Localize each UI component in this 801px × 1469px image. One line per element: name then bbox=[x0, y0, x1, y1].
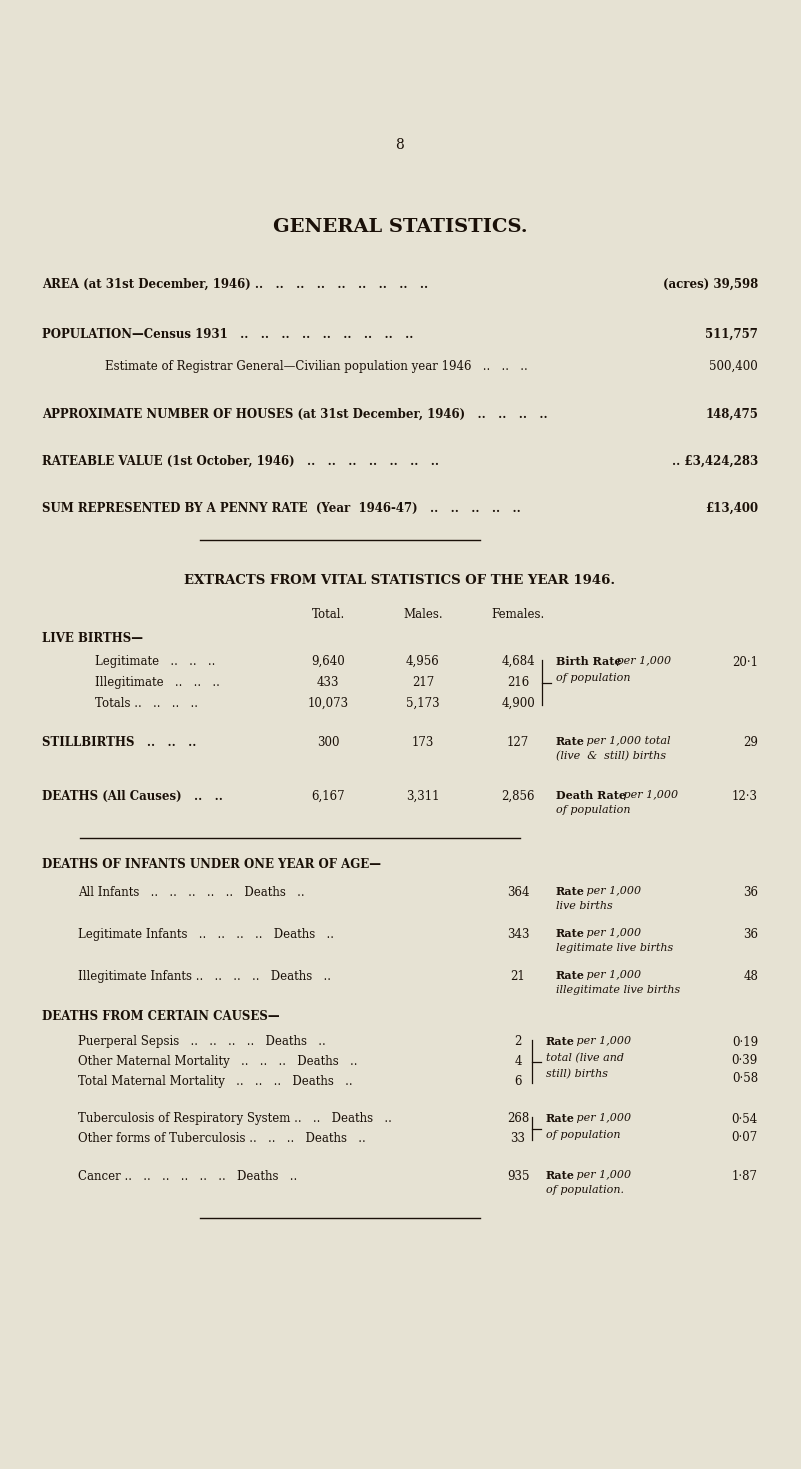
Text: 4: 4 bbox=[514, 1055, 521, 1068]
Text: 1·87: 1·87 bbox=[732, 1169, 758, 1183]
Text: 12·3: 12·3 bbox=[732, 790, 758, 804]
Text: LIVE BIRTHS—: LIVE BIRTHS— bbox=[42, 632, 143, 645]
Text: APPROXIMATE NUMBER OF HOUSES (at 31st December, 1946)   ..   ..   ..   ..: APPROXIMATE NUMBER OF HOUSES (at 31st De… bbox=[42, 408, 548, 422]
Text: 173: 173 bbox=[412, 736, 434, 749]
Text: per 1,000: per 1,000 bbox=[573, 1036, 631, 1046]
Text: Rate: Rate bbox=[546, 1036, 575, 1047]
Text: Legitimate   ..   ..   ..: Legitimate .. .. .. bbox=[95, 655, 215, 668]
Text: Total Maternal Mortality   ..   ..   ..   Deaths   ..: Total Maternal Mortality .. .. .. Deaths… bbox=[78, 1075, 352, 1089]
Text: 127: 127 bbox=[507, 736, 529, 749]
Text: 0·58: 0·58 bbox=[732, 1072, 758, 1086]
Text: All Infants   ..   ..   ..   ..   ..   Deaths   ..: All Infants .. .. .. .. .. Deaths .. bbox=[78, 886, 304, 899]
Text: 935: 935 bbox=[507, 1169, 529, 1183]
Text: 433: 433 bbox=[316, 676, 340, 689]
Text: 21: 21 bbox=[510, 970, 525, 983]
Text: AREA (at 31st December, 1946) ..   ..   ..   ..   ..   ..   ..   ..   ..: AREA (at 31st December, 1946) .. .. .. .… bbox=[42, 278, 428, 291]
Text: POPULATION—Census 1931   ..   ..   ..   ..   ..   ..   ..   ..   ..: POPULATION—Census 1931 .. .. .. .. .. ..… bbox=[42, 328, 413, 341]
Text: per 1,000: per 1,000 bbox=[583, 886, 641, 896]
Text: per 1,000: per 1,000 bbox=[583, 970, 641, 980]
Text: Illegitimate   ..   ..   ..: Illegitimate .. .. .. bbox=[95, 676, 220, 689]
Text: per 1,000: per 1,000 bbox=[620, 790, 678, 801]
Text: STILLBIRTHS   ..   ..   ..: STILLBIRTHS .. .. .. bbox=[42, 736, 196, 749]
Text: Males.: Males. bbox=[403, 608, 443, 621]
Text: (live  &  still) births: (live & still) births bbox=[556, 751, 666, 761]
Text: 268: 268 bbox=[507, 1112, 529, 1125]
Text: .. £3,424,283: .. £3,424,283 bbox=[672, 455, 758, 469]
Text: 36: 36 bbox=[743, 886, 758, 899]
Text: £13,400: £13,400 bbox=[705, 502, 758, 516]
Text: per 1,000: per 1,000 bbox=[573, 1169, 631, 1180]
Text: of population: of population bbox=[556, 805, 630, 815]
Text: 5,173: 5,173 bbox=[406, 696, 440, 710]
Text: Birth Rate: Birth Rate bbox=[556, 657, 622, 667]
Text: 500,400: 500,400 bbox=[709, 360, 758, 373]
Text: EXTRACTS FROM VITAL STATISTICS OF THE YEAR 1946.: EXTRACTS FROM VITAL STATISTICS OF THE YE… bbox=[184, 574, 615, 588]
Text: GENERAL STATISTICS.: GENERAL STATISTICS. bbox=[272, 217, 527, 237]
Text: 216: 216 bbox=[507, 676, 529, 689]
Text: illegitimate live births: illegitimate live births bbox=[556, 986, 680, 995]
Text: Legitimate Infants   ..   ..   ..   ..   Deaths   ..: Legitimate Infants .. .. .. .. Deaths .. bbox=[78, 928, 334, 942]
Text: 20·1: 20·1 bbox=[732, 657, 758, 668]
Text: per 1,000 total: per 1,000 total bbox=[583, 736, 670, 746]
Text: 217: 217 bbox=[412, 676, 434, 689]
Text: 48: 48 bbox=[743, 970, 758, 983]
Text: 0·19: 0·19 bbox=[732, 1036, 758, 1049]
Text: Total.: Total. bbox=[312, 608, 344, 621]
Text: Totals ..   ..   ..   ..: Totals .. .. .. .. bbox=[95, 696, 198, 710]
Text: RATEABLE VALUE (1st October, 1946)   ..   ..   ..   ..   ..   ..   ..: RATEABLE VALUE (1st October, 1946) .. ..… bbox=[42, 455, 439, 469]
Text: Rate: Rate bbox=[556, 928, 585, 939]
Text: DEATHS FROM CERTAIN CAUSES—: DEATHS FROM CERTAIN CAUSES— bbox=[42, 1011, 280, 1022]
Text: Illegitimate Infants ..   ..   ..   ..   Deaths   ..: Illegitimate Infants .. .. .. .. Deaths … bbox=[78, 970, 331, 983]
Text: 4,684: 4,684 bbox=[501, 655, 535, 668]
Text: (acres) 39,598: (acres) 39,598 bbox=[662, 278, 758, 291]
Text: 148,475: 148,475 bbox=[705, 408, 758, 422]
Text: 0·07: 0·07 bbox=[732, 1131, 758, 1144]
Text: Rate: Rate bbox=[546, 1169, 575, 1181]
Text: 4,900: 4,900 bbox=[501, 696, 535, 710]
Text: SUM REPRESENTED BY A PENNY RATE  (Year  1946-47)   ..   ..   ..   ..   ..: SUM REPRESENTED BY A PENNY RATE (Year 19… bbox=[42, 502, 521, 516]
Text: 10,073: 10,073 bbox=[308, 696, 348, 710]
Text: 8: 8 bbox=[396, 138, 405, 151]
Text: legitimate live births: legitimate live births bbox=[556, 943, 674, 953]
Text: Rate: Rate bbox=[556, 886, 585, 898]
Text: 364: 364 bbox=[507, 886, 529, 899]
Text: still) births: still) births bbox=[546, 1069, 608, 1080]
Text: 6: 6 bbox=[514, 1075, 521, 1089]
Text: 0·54: 0·54 bbox=[732, 1114, 758, 1127]
Text: 6,167: 6,167 bbox=[311, 790, 344, 804]
Text: Other Maternal Mortality   ..   ..   ..   Deaths   ..: Other Maternal Mortality .. .. .. Deaths… bbox=[78, 1055, 357, 1068]
Text: Tuberculosis of Respiratory System ..   ..   Deaths   ..: Tuberculosis of Respiratory System .. ..… bbox=[78, 1112, 392, 1125]
Text: 4,956: 4,956 bbox=[406, 655, 440, 668]
Text: 300: 300 bbox=[316, 736, 340, 749]
Text: Rate: Rate bbox=[556, 736, 585, 748]
Text: of population: of population bbox=[546, 1130, 621, 1140]
Text: of population: of population bbox=[556, 673, 630, 683]
Text: Death Rate: Death Rate bbox=[556, 790, 626, 801]
Text: per 1,000: per 1,000 bbox=[573, 1114, 631, 1122]
Text: 36: 36 bbox=[743, 928, 758, 942]
Text: DEATHS (All Causes)   ..   ..: DEATHS (All Causes) .. .. bbox=[42, 790, 223, 804]
Text: Rate: Rate bbox=[556, 970, 585, 981]
Text: 29: 29 bbox=[743, 736, 758, 749]
Text: live births: live births bbox=[556, 900, 613, 911]
Text: 511,757: 511,757 bbox=[705, 328, 758, 341]
Text: 2: 2 bbox=[514, 1036, 521, 1047]
Text: DEATHS OF INFANTS UNDER ONE YEAR OF AGE—: DEATHS OF INFANTS UNDER ONE YEAR OF AGE— bbox=[42, 858, 381, 871]
Text: per 1,000: per 1,000 bbox=[583, 928, 641, 939]
Text: Other forms of Tuberculosis ..   ..   ..   Deaths   ..: Other forms of Tuberculosis .. .. .. Dea… bbox=[78, 1133, 366, 1144]
Text: per 1,000: per 1,000 bbox=[613, 657, 671, 665]
Text: Estimate of Registrar General—Civilian population year 1946   ..   ..   ..: Estimate of Registrar General—Civilian p… bbox=[105, 360, 528, 373]
Text: of population.: of population. bbox=[546, 1185, 624, 1194]
Text: 3,311: 3,311 bbox=[406, 790, 440, 804]
Text: 2,856: 2,856 bbox=[501, 790, 535, 804]
Text: 343: 343 bbox=[507, 928, 529, 942]
Text: 33: 33 bbox=[510, 1133, 525, 1144]
Text: Puerperal Sepsis   ..   ..   ..   ..   Deaths   ..: Puerperal Sepsis .. .. .. .. Deaths .. bbox=[78, 1036, 326, 1047]
Text: Females.: Females. bbox=[491, 608, 545, 621]
Text: Rate: Rate bbox=[546, 1114, 575, 1124]
Text: Cancer ..   ..   ..   ..   ..   ..   Deaths   ..: Cancer .. .. .. .. .. .. Deaths .. bbox=[78, 1169, 297, 1183]
Text: total (live and: total (live and bbox=[546, 1053, 624, 1064]
Text: 0·39: 0·39 bbox=[732, 1053, 758, 1066]
Text: 9,640: 9,640 bbox=[311, 655, 345, 668]
